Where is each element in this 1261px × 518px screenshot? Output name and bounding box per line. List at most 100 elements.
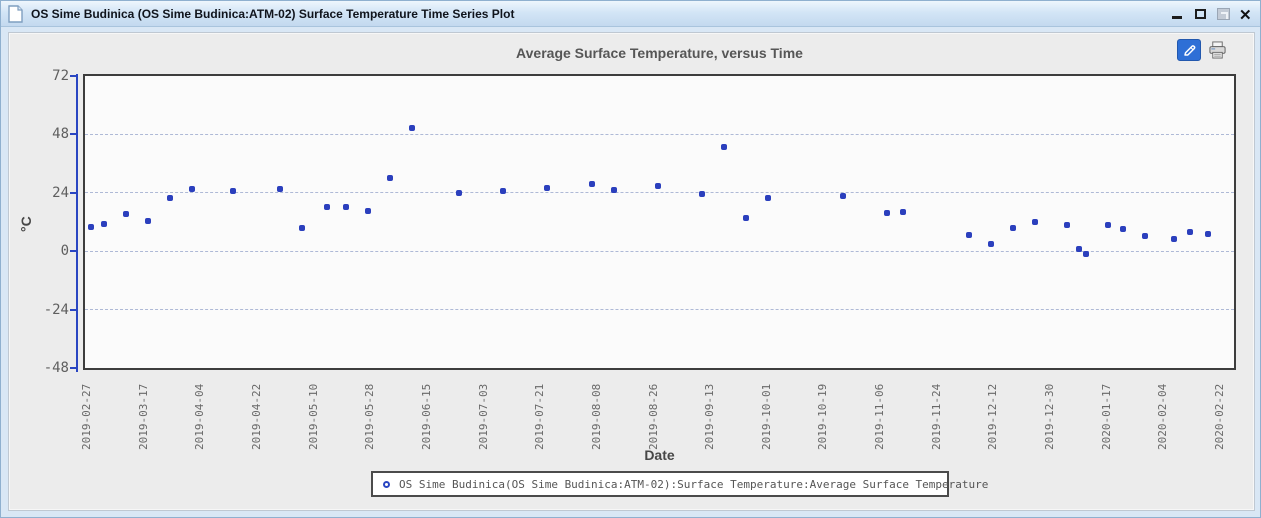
- data-point[interactable]: [500, 188, 507, 195]
- data-point[interactable]: [742, 214, 749, 221]
- gridline-48: [85, 133, 1234, 135]
- x-tick-label: 2019-11-24: [929, 383, 943, 450]
- y-tick-label: 48: [52, 126, 69, 143]
- data-point[interactable]: [343, 203, 350, 210]
- data-point[interactable]: [166, 195, 173, 202]
- x-tick-label: 2019-10-01: [759, 383, 773, 450]
- x-tick-label: 2019-05-28: [363, 383, 377, 450]
- y-axis[interactable]: [76, 74, 78, 372]
- data-point[interactable]: [1170, 235, 1177, 242]
- data-point[interactable]: [324, 203, 331, 210]
- data-point[interactable]: [1032, 219, 1039, 226]
- legend-marker-icon: [383, 480, 390, 488]
- data-point[interactable]: [1082, 251, 1089, 258]
- legend-box: OS Sime Budinica(OS Sime Budinica:ATM-02…: [371, 471, 988, 497]
- close-icon: ✕: [1239, 7, 1252, 24]
- y-tick: [70, 75, 76, 77]
- x-tick-label: 2019-08-08: [589, 383, 603, 450]
- data-point[interactable]: [884, 209, 891, 216]
- data-point[interactable]: [1063, 221, 1070, 228]
- x-tick-label: 2019-02-27: [80, 383, 93, 450]
- y-tick-label: -48: [43, 360, 69, 376]
- data-point[interactable]: [840, 193, 847, 200]
- data-point[interactable]: [588, 180, 595, 187]
- print-button[interactable]: [1205, 39, 1229, 61]
- x-tick-label: 2019-08-26: [646, 383, 660, 450]
- y-tick: [70, 367, 76, 369]
- data-point[interactable]: [764, 195, 771, 202]
- y-tick-label: 72: [52, 68, 69, 84]
- legend-item[interactable]: OS Sime Budinica(OS Sime Budinica:ATM-02…: [399, 477, 989, 491]
- data-point[interactable]: [299, 225, 305, 232]
- data-point[interactable]: [1010, 225, 1017, 232]
- y-tick: [70, 250, 76, 253]
- minimize-icon: [1172, 16, 1182, 19]
- data-point[interactable]: [966, 232, 973, 239]
- gridline-24: [85, 192, 1234, 194]
- y-axis-title: °C: [18, 216, 34, 232]
- y-tick: [70, 308, 76, 311]
- data-point[interactable]: [365, 208, 372, 215]
- x-tick-label: 2019-03-17: [136, 383, 150, 450]
- window-controls: ✕: [1171, 1, 1254, 27]
- maximize-button[interactable]: [1194, 7, 1208, 21]
- data-point[interactable]: [88, 224, 95, 231]
- edit-button[interactable]: [1177, 39, 1201, 61]
- y-tick: [70, 191, 76, 194]
- data-point[interactable]: [1076, 245, 1083, 252]
- x-tick-label: 2019-04-04: [193, 383, 207, 450]
- y-tick-label: 0: [60, 243, 69, 260]
- x-tick-label: 2019-12-30: [1043, 383, 1057, 450]
- data-point[interactable]: [387, 175, 394, 182]
- x-tick-label: 2019-12-12: [986, 383, 1000, 450]
- data-point[interactable]: [229, 188, 236, 195]
- x-tick-label: 2019-04-22: [249, 383, 263, 450]
- x-tick-label: 2019-07-21: [533, 383, 547, 450]
- x-axis-title: Date: [644, 447, 675, 463]
- data-point[interactable]: [100, 221, 107, 228]
- window-title: OS Sime Budinica (OS Sime Budinica:ATM-0…: [31, 6, 515, 21]
- data-point[interactable]: [144, 218, 151, 225]
- x-tick-label: 2020-02-22: [1213, 383, 1226, 450]
- data-point[interactable]: [456, 190, 463, 197]
- gridline-0: [85, 250, 1234, 252]
- data-point[interactable]: [188, 186, 195, 193]
- data-point[interactable]: [409, 125, 416, 132]
- x-tick-label: 2019-05-10: [306, 383, 320, 450]
- data-point[interactable]: [720, 143, 727, 150]
- data-point[interactable]: [544, 185, 551, 192]
- pencil-icon: [1183, 44, 1195, 56]
- data-point[interactable]: [1104, 222, 1111, 229]
- chart-title: Average Surface Temperature, versus Time: [516, 45, 803, 61]
- y-tick: [70, 133, 76, 136]
- data-point[interactable]: [988, 241, 995, 248]
- x-tick-label: 2019-06-15: [419, 383, 433, 450]
- data-point[interactable]: [1205, 231, 1212, 238]
- data-point[interactable]: [654, 182, 661, 189]
- data-point[interactable]: [698, 190, 705, 197]
- x-tick-label: 2019-09-13: [703, 383, 717, 450]
- data-point[interactable]: [900, 209, 907, 216]
- data-point[interactable]: [1120, 225, 1127, 232]
- data-point[interactable]: [1186, 228, 1193, 235]
- data-point[interactable]: [276, 186, 283, 193]
- document-icon: [8, 4, 23, 23]
- x-tick-label: 2020-01-17: [1099, 383, 1113, 450]
- x-tick-label: 2019-10-19: [816, 383, 830, 450]
- x-tick-label: 2020-02-04: [1156, 383, 1170, 450]
- data-point[interactable]: [122, 211, 129, 218]
- data-point[interactable]: [610, 187, 617, 194]
- data-point[interactable]: [1142, 232, 1149, 239]
- y-tick-label: -24: [43, 301, 69, 318]
- x-tick-label: 2019-07-03: [476, 383, 490, 450]
- restore-icon: [1217, 8, 1230, 20]
- plot-area[interactable]: [83, 74, 1236, 370]
- restore-button: [1217, 7, 1231, 21]
- title-bar[interactable]: OS Sime Budinica (OS Sime Budinica:ATM-0…: [1, 1, 1260, 27]
- x-tick-label: 2019-11-06: [873, 383, 887, 450]
- y-tick-label: 24: [52, 184, 69, 201]
- minimize-button[interactable]: [1171, 7, 1185, 21]
- close-button[interactable]: ✕: [1239, 7, 1254, 24]
- maximize-icon: [1195, 9, 1206, 19]
